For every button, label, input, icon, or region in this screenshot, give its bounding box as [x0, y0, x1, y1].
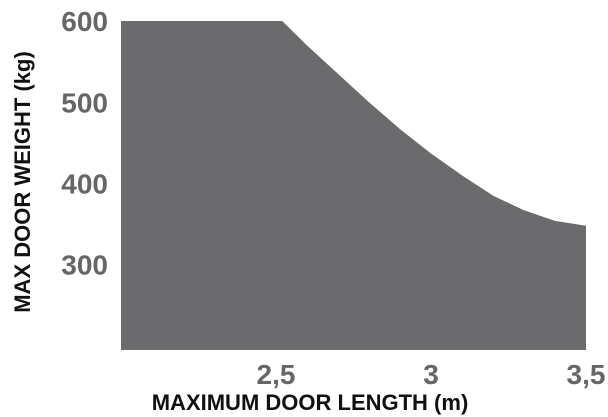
- weight-area: [121, 21, 586, 351]
- y-tick-label: 400: [61, 169, 108, 200]
- x-axis-ticks: 2,5 3 3,5: [257, 359, 606, 390]
- x-axis-title: MAXIMUM DOOR LENGTH (m): [152, 390, 469, 415]
- x-tick-label: 2,5: [257, 359, 296, 390]
- y-tick-label: 300: [61, 250, 108, 281]
- y-tick-label: 500: [61, 87, 108, 118]
- x-tick-label: 3: [423, 359, 439, 390]
- x-tick-label: 3,5: [567, 359, 606, 390]
- y-axis-title: MAX DOOR WEIGHT (kg): [10, 51, 35, 313]
- y-tick-label: 600: [61, 6, 108, 37]
- y-axis-ticks: 300 400 500 600: [61, 6, 108, 281]
